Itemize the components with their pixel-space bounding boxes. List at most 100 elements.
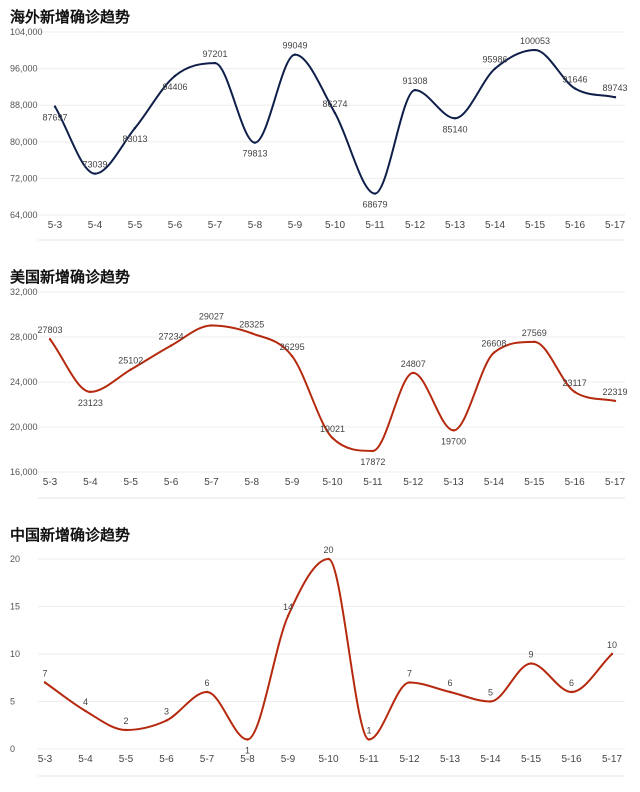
x-tick-label: 5-16 [561, 754, 581, 765]
data-point [89, 390, 92, 394]
x-tick-label: 5-6 [159, 754, 174, 765]
x-tick-label: 5-15 [521, 754, 541, 765]
china-chart-panel: 中国新增确诊趋势 0 5 10 15 20 5-3 5-4 5-5 5-6 5-7 5-8 5-9 5-… [0, 520, 640, 792]
data-label: 26295 [280, 342, 305, 352]
data-point [43, 681, 47, 684]
y-tick-label: 64,000 [10, 210, 38, 220]
data-point [448, 690, 452, 694]
data-point [533, 340, 536, 344]
x-tick-label: 5-6 [168, 220, 183, 231]
china-chart-title: 中国新增确诊趋势 [10, 526, 131, 544]
data-label: 14 [283, 602, 293, 612]
data-point [286, 614, 290, 618]
data-point [293, 53, 297, 56]
data-point [412, 371, 415, 375]
data-point [492, 351, 496, 354]
data-label: 20 [323, 545, 333, 555]
data-point [205, 690, 209, 694]
x-tick-label: 5-14 [480, 754, 500, 765]
data-point [169, 344, 173, 347]
data-point [53, 105, 57, 108]
x-tick-label: 5-4 [88, 220, 103, 231]
data-point [129, 368, 132, 371]
x-tick-label: 5-13 [445, 220, 465, 231]
x-tick-label: 5-4 [83, 477, 98, 488]
data-point [48, 338, 52, 341]
data-label: 6 [569, 678, 574, 688]
x-tick-label: 5-14 [485, 220, 505, 231]
data-label: 73039 [82, 160, 107, 170]
x-tick-label: 5-10 [318, 754, 338, 765]
x-tick-label: 5-17 [605, 220, 625, 231]
data-point [133, 126, 137, 130]
data-label: 19700 [441, 436, 466, 446]
x-tick-label: 5-8 [245, 477, 260, 488]
x-tick-label: 5-13 [444, 477, 464, 488]
data-point [213, 61, 217, 65]
x-tick-label: 5-10 [325, 220, 345, 231]
data-point [246, 738, 249, 741]
data-point [533, 48, 537, 52]
x-tick-label: 5-11 [359, 754, 379, 765]
x-tick-label: 5-3 [43, 477, 58, 488]
data-point [165, 719, 168, 722]
y-tick-label: 72,000 [10, 173, 38, 183]
data-label: 89743 [602, 83, 627, 93]
y-tick-label: 10 [10, 649, 20, 659]
x-tick-label: 5-11 [365, 220, 385, 231]
data-label: 19021 [320, 424, 345, 434]
x-tick-label: 5-8 [248, 220, 263, 231]
data-label: 4 [83, 697, 88, 707]
data-point [452, 429, 455, 432]
data-label: 24807 [401, 359, 426, 369]
data-point [173, 74, 177, 78]
data-point [124, 728, 128, 732]
data-label: 86274 [322, 99, 347, 109]
overseas-chart-panel: 海外新增确诊趋势 64,000 72,000 80,000 88,000 96,000 1… [0, 0, 640, 245]
data-label: 7 [42, 669, 47, 679]
data-label: 22319 [602, 387, 627, 397]
data-point [570, 690, 573, 694]
x-tick-label: 5-14 [484, 477, 504, 488]
data-label: 28325 [239, 319, 264, 329]
x-tick-label: 5-6 [164, 477, 179, 488]
x-tick-label: 5-16 [565, 220, 585, 231]
data-label: 25102 [118, 356, 143, 366]
data-label: 99049 [282, 41, 307, 51]
x-tick-label: 5-9 [288, 220, 303, 231]
data-label: 79813 [242, 149, 267, 159]
data-point [573, 390, 576, 394]
x-tick-label: 5-9 [281, 754, 296, 765]
data-point [210, 324, 213, 327]
data-point [253, 141, 257, 144]
y-tick-label: 32,000 [10, 287, 38, 297]
series-line [49, 324, 616, 452]
x-tick-label: 5-5 [123, 477, 138, 488]
data-point [408, 681, 411, 684]
data-label: 1 [366, 726, 371, 736]
data-label: 2 [123, 716, 128, 726]
data-label: 6 [204, 678, 209, 688]
x-tick-label: 5-7 [200, 754, 215, 765]
x-tick-label: 5-3 [48, 220, 63, 231]
us-chart-title: 美国新增确诊趋势 [10, 268, 131, 286]
data-point [529, 662, 533, 665]
data-label: 5 [488, 688, 493, 698]
y-tick-label: 96,000 [10, 64, 38, 74]
x-tick-label: 5-17 [602, 754, 622, 765]
data-label: 95986 [482, 55, 507, 65]
x-tick-label: 5-8 [240, 754, 255, 765]
data-label: 6 [447, 678, 452, 688]
data-label: 27803 [37, 325, 62, 335]
data-label: 17872 [360, 457, 385, 467]
y-tick-label: 16,000 [10, 467, 38, 477]
y-tick-label: 104,000 [10, 27, 43, 37]
data-point [327, 557, 330, 561]
x-tick-label: 5-3 [38, 754, 53, 765]
x-tick-label: 5-12 [399, 754, 419, 765]
series-line [44, 557, 613, 741]
data-label: 27234 [159, 332, 184, 342]
x-tick-label: 5-12 [405, 220, 425, 231]
data-label: 97201 [202, 49, 227, 59]
data-point [371, 449, 375, 453]
